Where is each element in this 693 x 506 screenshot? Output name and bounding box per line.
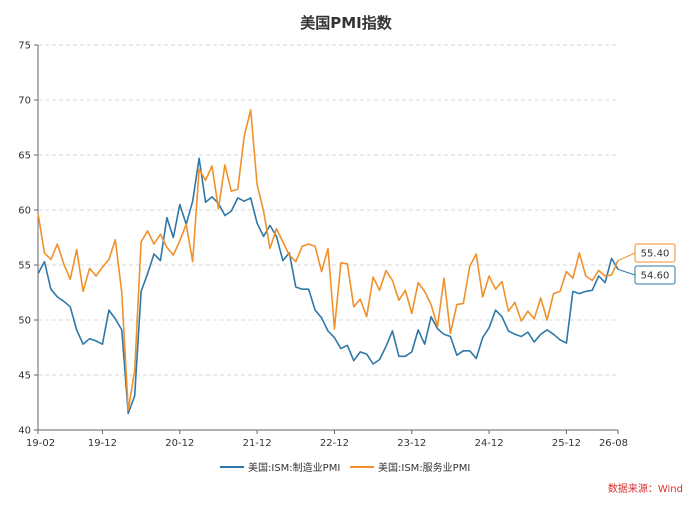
legend-item-services[interactable]: 美国:ISM:服务业PMI bbox=[350, 461, 470, 474]
y-tick-label: 60 bbox=[18, 206, 31, 217]
x-tick-label: 26-08 bbox=[599, 438, 628, 449]
x-tick-label: 19-02 bbox=[26, 438, 55, 449]
x-tick-label: 19-12 bbox=[88, 438, 117, 449]
y-tick-labels: 40 45 50 55 60 65 70 75 bbox=[18, 41, 38, 437]
y-tick-label: 50 bbox=[18, 316, 31, 327]
callout-box bbox=[634, 243, 676, 263]
x-tick-labels: 19-02 19-12 20-12 21-12 22-12 23-12 24-12 25-12… bbox=[26, 430, 628, 449]
source-note: 数据来源：Wind bbox=[608, 482, 683, 495]
y-tick-label: 65 bbox=[18, 151, 31, 162]
x-tick-label: 23-12 bbox=[397, 438, 426, 449]
series-lines bbox=[37, 109, 619, 415]
callout-label: 54.60 bbox=[641, 271, 670, 282]
chart-title: 美国PMI指数 bbox=[300, 14, 393, 32]
series-line-manufacturing bbox=[37, 157, 619, 415]
value-callouts: 55.40 54.60 bbox=[617, 243, 676, 285]
callout-box bbox=[634, 265, 676, 285]
y-tick-label: 75 bbox=[18, 41, 31, 52]
callout-leader bbox=[617, 268, 636, 276]
legend-label-manufacturing: 美国:ISM:制造业PMI bbox=[248, 461, 340, 474]
y-tick-label: 70 bbox=[18, 96, 31, 107]
x-tick-label: 22-12 bbox=[320, 438, 349, 449]
callout-leader bbox=[617, 252, 636, 262]
x-tick-label: 24-12 bbox=[475, 438, 504, 449]
legend-item-manufacturing[interactable]: 美国:ISM:制造业PMI bbox=[220, 461, 340, 474]
series-line-services bbox=[37, 109, 619, 411]
x-tick-label: 21-12 bbox=[243, 438, 272, 449]
grid-lines bbox=[38, 44, 618, 376]
axes bbox=[37, 45, 618, 431]
callout-label: 55.40 bbox=[641, 249, 670, 260]
x-tick-label: 20-12 bbox=[165, 438, 194, 449]
y-tick-label: 45 bbox=[18, 371, 31, 382]
y-tick-label: 55 bbox=[18, 261, 31, 272]
y-tick-label: 40 bbox=[18, 426, 31, 437]
x-tick-label: 25-12 bbox=[552, 438, 581, 449]
legend-label-services: 美国:ISM:服务业PMI bbox=[378, 461, 470, 474]
legend: 美国:ISM:制造业PMI 美国:ISM:服务业PMI bbox=[220, 461, 470, 474]
